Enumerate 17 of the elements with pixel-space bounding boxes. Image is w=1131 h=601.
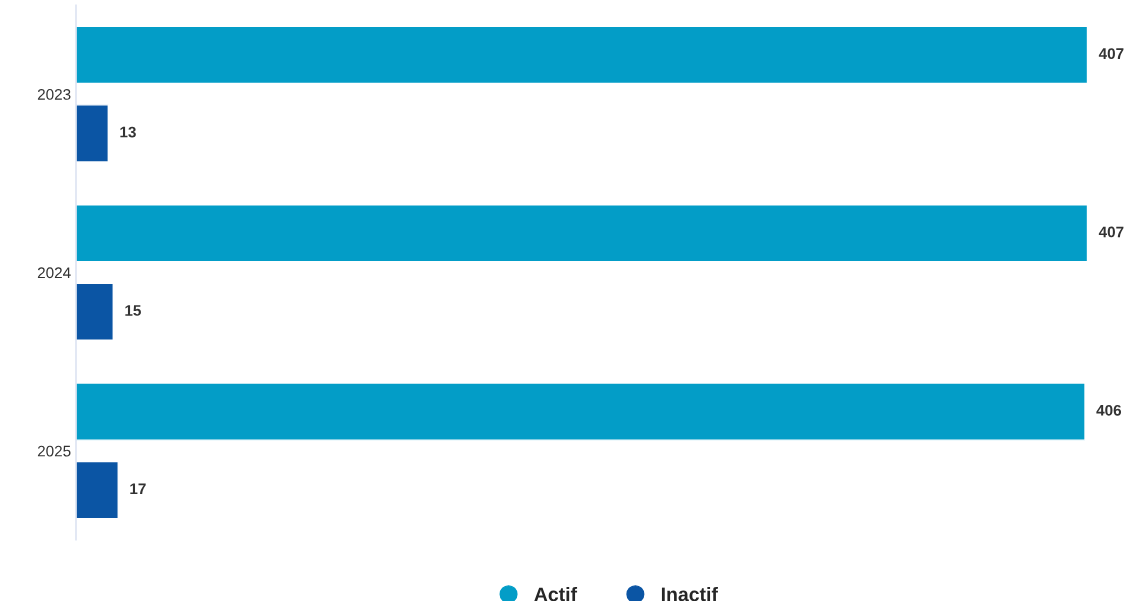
data-label: 15 bbox=[125, 305, 141, 316]
legend-label: Inactif bbox=[661, 586, 718, 601]
y-tick-label: 2025 bbox=[37, 445, 71, 457]
y-tick-label: 2023 bbox=[37, 89, 71, 100]
bar bbox=[76, 204, 1089, 263]
bar bbox=[76, 25, 1089, 85]
data-label: 406 bbox=[1096, 404, 1122, 416]
bar bbox=[76, 460, 119, 520]
data-label: 13 bbox=[120, 126, 136, 138]
bar bbox=[76, 104, 110, 163]
data-label: 407 bbox=[1098, 226, 1124, 238]
data-label: 17 bbox=[130, 483, 146, 495]
legend-label: Actif bbox=[534, 586, 578, 601]
y-tick-label: 2024 bbox=[37, 267, 71, 279]
bar bbox=[76, 382, 1086, 441]
bar bbox=[76, 282, 114, 341]
data-label: 407 bbox=[1098, 48, 1124, 60]
